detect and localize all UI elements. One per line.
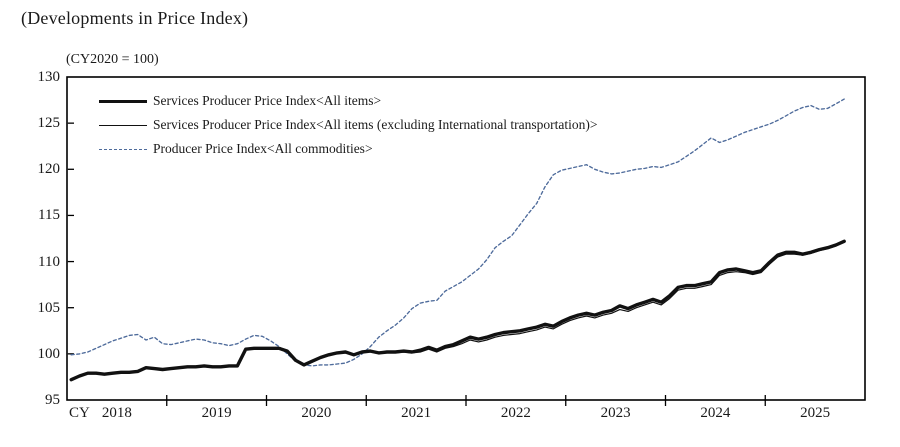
chart-legend: Services Producer Price Index<All items>… xyxy=(99,89,597,161)
y-tick-label-110: 110 xyxy=(38,253,60,270)
series-line-ppi-all-commodities xyxy=(70,98,845,367)
x-year-label-2024: 2024 xyxy=(700,405,731,421)
y-tick-label-120: 120 xyxy=(37,161,61,178)
x-year-label-2019: 2019 xyxy=(201,405,232,421)
x-year-label-2023: 2023 xyxy=(600,405,631,421)
legend-item-ppi-all-commodities: Producer Price Index<All commodities> xyxy=(99,137,597,161)
series-line-sppi-all-items xyxy=(69,239,846,382)
y-tick-label-115: 115 xyxy=(38,207,60,224)
y-tick-label-100: 100 xyxy=(37,345,61,362)
x-year-label-2018: 2018 xyxy=(101,405,132,421)
legend-item-sppi-all-items: Services Producer Price Index<All items> xyxy=(99,89,597,113)
x-year-label-2025: 2025 xyxy=(800,405,831,421)
x-year-label-2020: 2020 xyxy=(301,405,332,421)
y-tick-label-130: 130 xyxy=(37,69,61,85)
legend-label: Producer Price Index<All commodities> xyxy=(153,141,373,156)
x-axis-cy-prefix-label: CY xyxy=(69,405,90,421)
legend-label: Services Producer Price Index<All items> xyxy=(153,93,382,108)
thick-solid-line-swatch xyxy=(99,99,147,103)
y-tick-label-95: 95 xyxy=(45,392,60,408)
x-year-label-2022: 2022 xyxy=(500,405,531,421)
dashed-line-swatch xyxy=(99,148,147,150)
axis-unit-note: (CY2020 = 100) xyxy=(66,52,159,67)
thin-solid-line-swatch xyxy=(99,124,147,126)
x-year-label-2021: 2021 xyxy=(401,405,432,421)
legend-item-sppi-excl-intl-transport: Services Producer Price Index<All items … xyxy=(99,113,597,137)
legend-label: Services Producer Price Index<All items … xyxy=(153,117,598,132)
y-tick-label-105: 105 xyxy=(37,299,61,316)
series-line-sppi-excl-intl-transport xyxy=(70,241,845,381)
page-title: (Developments in Price Index) xyxy=(21,8,249,28)
y-tick-label-125: 125 xyxy=(37,115,61,132)
